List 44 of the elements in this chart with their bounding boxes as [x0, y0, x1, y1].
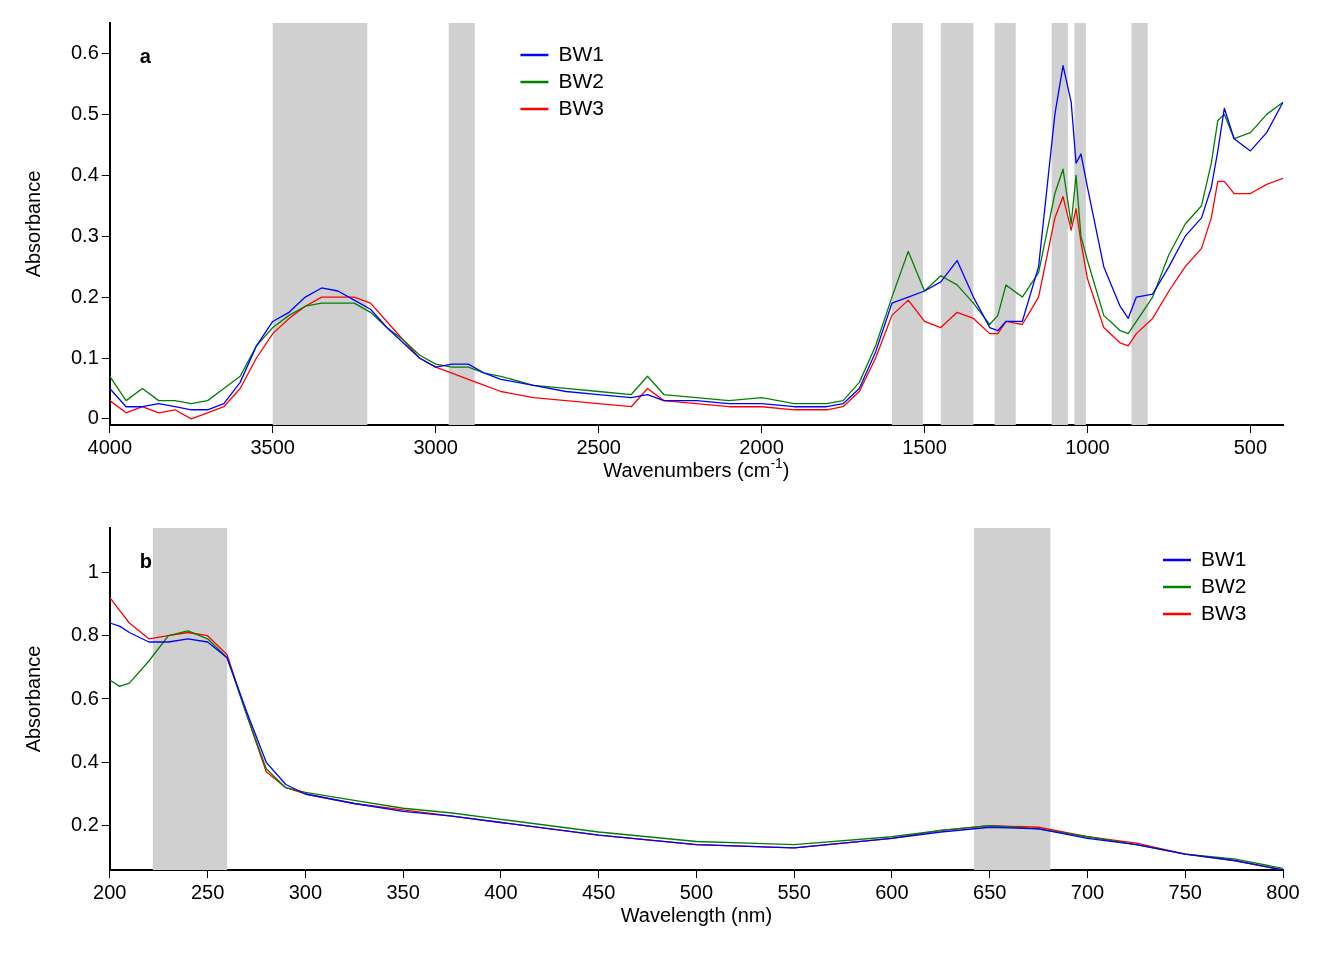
y-tick-label: 0.4 — [70, 162, 99, 185]
legend-label: BW3 — [558, 95, 604, 119]
y-tick-label: 0.8 — [70, 623, 99, 646]
y-tick-label: 0.6 — [70, 686, 99, 709]
y-tick-label: 0.3 — [70, 223, 99, 246]
x-tick-label: 500 — [1233, 435, 1268, 458]
x-tick-label: 700 — [1070, 880, 1105, 903]
x-axis-title: Wavelength (nm) — [620, 903, 773, 926]
legend-label: BW2 — [1201, 573, 1247, 597]
y-tick-label: 0.4 — [70, 749, 99, 772]
x-tick-label: 650 — [973, 880, 1007, 903]
y-tick-label: 0.2 — [70, 284, 99, 307]
x-tick-label: 600 — [875, 880, 909, 903]
x-tick-label: 1500 — [902, 435, 947, 458]
x-tick-label: 800 — [1266, 880, 1300, 903]
x-tick-label: 1000 — [1065, 435, 1110, 458]
x-tick-label: 4000 — [87, 435, 133, 458]
legend-label: BW1 — [558, 41, 604, 65]
y-tick-label: 0 — [87, 406, 99, 429]
y-tick-label: 0.1 — [70, 345, 99, 368]
annotation: a — [139, 44, 152, 67]
x-tick-label: 3500 — [250, 435, 295, 458]
x-tick-label: 500 — [679, 880, 714, 903]
x-tick-label: 3000 — [413, 435, 458, 458]
x-tick-label: 400 — [484, 880, 518, 903]
legend-label: BW1 — [1201, 546, 1247, 570]
x-tick-label: 2500 — [576, 435, 621, 458]
annotation: b — [139, 549, 153, 572]
legend-label: BW2 — [558, 68, 604, 92]
y-tick-label: 1 — [87, 559, 99, 582]
legend-label: BW3 — [1201, 600, 1247, 624]
x-tick-label: 2000 — [739, 435, 784, 458]
x-tick-label: 350 — [386, 880, 420, 903]
x-tick-label: 450 — [581, 880, 616, 903]
x-tick-label: 750 — [1168, 880, 1202, 903]
y-tick-label: 0.6 — [70, 40, 99, 63]
y-axis-title: Absorbance — [22, 645, 45, 753]
y-axis-title: Absorbance — [22, 170, 45, 278]
y-tick-label: 0.5 — [70, 101, 99, 124]
y-tick-label: 0.2 — [70, 813, 99, 836]
x-tick-label: 550 — [777, 880, 811, 903]
x-tick-label: 250 — [190, 880, 225, 903]
x-tick-label: 200 — [93, 880, 127, 903]
x-tick-label: 300 — [288, 880, 323, 903]
